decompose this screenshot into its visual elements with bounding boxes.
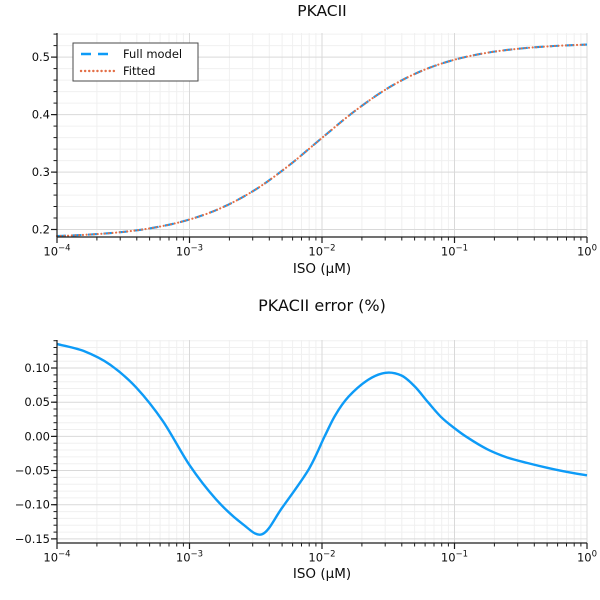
pkacii-error-title: PKACII error (%) — [258, 296, 386, 315]
x-tick-label: 10−1 — [441, 550, 468, 565]
legend-label: Full model — [123, 47, 182, 61]
x-tick-label: 10−2 — [308, 244, 335, 259]
pkacii-error-line — [56, 342, 588, 536]
x-tick-label: 10−3 — [176, 244, 203, 259]
y-tick-label: −0.05 — [15, 464, 50, 478]
x-tick-label: 100 — [577, 244, 597, 259]
y-tick-label: 0.2 — [32, 223, 50, 237]
pkacii-error-plot: 10−4 10−3 10−2 10−1 100 −0.15 −0.10 −0.05 0.00 0.… — [15, 340, 597, 565]
y-tick-label: −0.10 — [15, 498, 50, 512]
x-tick-label: 10−4 — [43, 550, 70, 565]
pkacii-title: PKACII — [297, 2, 347, 20]
pkacii-error-xaxis-label: ISO (μM) — [292, 566, 352, 582]
y-tick-label: 0.4 — [32, 108, 50, 122]
y-tick-label: −0.15 — [15, 532, 50, 546]
axes — [51, 33, 588, 243]
legend-box — [72, 42, 199, 82]
x-tick-label: 10−2 — [308, 550, 335, 565]
legend: Full model Fitted — [72, 42, 199, 82]
y-tick-label: 0.05 — [24, 395, 50, 409]
pkacii-plot: 10−4 10−3 10−2 10−1 100 0.2 0.3 0.4 0.5 Full mode… — [32, 33, 597, 259]
y-tick-label: 0.00 — [24, 429, 50, 443]
pkacii-xaxis-label: ISO (μM) — [292, 261, 352, 277]
axes — [51, 340, 588, 549]
y-tick-label: 0.10 — [24, 361, 50, 375]
x-tick-label: 10−1 — [441, 244, 468, 259]
legend-label: Fitted — [123, 64, 155, 78]
x-tick-label: 100 — [577, 550, 597, 565]
x-tick-label: 10−3 — [176, 550, 203, 565]
y-tick-label: 0.3 — [32, 165, 50, 179]
x-tick-label: 10−4 — [43, 244, 70, 259]
grid-major — [57, 340, 588, 543]
y-tick-label: 0.5 — [32, 50, 50, 64]
